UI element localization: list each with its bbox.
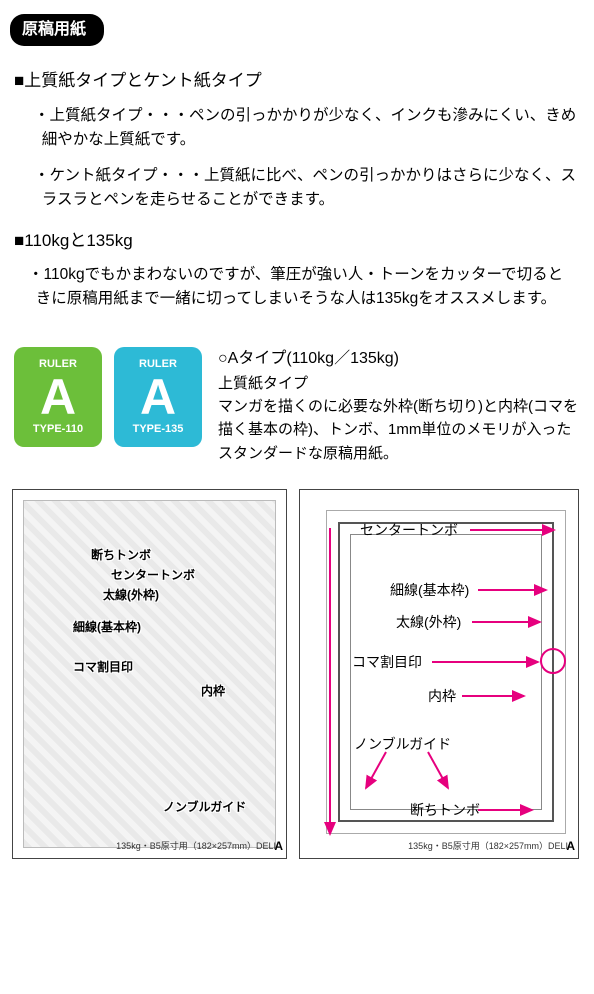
icon-pair: RULER A TYPE-110 RULER A TYPE-135 xyxy=(14,347,202,447)
guide-diagram: センタートンボ 細線(基本枠) 太線(外枠) コマ割目印 内枠 ノンブルガイド … xyxy=(299,489,579,859)
bullet-text: ・110kgでもかまわないのですが、筆圧が強い人・トーンをカッターで切るときに原… xyxy=(28,263,578,311)
diagram-bottom-label: 135kg・B5原寸用（182×257mm）DELI xyxy=(116,840,276,854)
overlay-label: ノンブルガイド xyxy=(163,798,246,816)
icon-bottom-label: TYPE-135 xyxy=(133,424,184,435)
icon-letter: A xyxy=(40,372,76,422)
icon-bottom-label: TYPE-110 xyxy=(33,424,83,435)
ruler-icon-110: RULER A TYPE-110 xyxy=(14,347,102,447)
guide-label: コマ割目印 xyxy=(352,652,422,673)
overlay-label: 太線(外枠) xyxy=(103,586,159,604)
manga-sample-diagram: 断ちトンボ センタートンボ 太線(外枠) 細線(基本枠) コマ割目印 内枠 ノン… xyxy=(12,489,287,859)
overlay-label: コマ割目印 xyxy=(73,658,133,676)
type-description: ○Aタイプ(110kg／135kg) 上質紙タイプ マンガを描くのに必要な外枠(… xyxy=(218,347,580,465)
guide-label: ノンブルガイド xyxy=(354,734,451,755)
overlay-label: 断ちトンボ xyxy=(91,546,151,564)
highlight-circle xyxy=(540,648,566,674)
type-body: マンガを描くのに必要な外枠(断ち切り)と内枠(コマを描く基本の枠)、トンボ、1m… xyxy=(218,395,580,465)
section-2-title: ■110kgと135kg xyxy=(14,228,594,254)
section-1-title: ■上質紙タイプとケント紙タイプ xyxy=(14,68,594,94)
icon-letter: A xyxy=(140,372,176,422)
type-line-1: ○Aタイプ(110kg／135kg) xyxy=(218,347,580,372)
diagram-bottom-label: 135kg・B5原寸用（182×257mm）DELI xyxy=(408,840,568,854)
guide-label: 断ちトンボ xyxy=(410,800,480,821)
ruler-icon-135: RULER A TYPE-135 xyxy=(114,347,202,447)
corner-letter: A xyxy=(274,837,283,855)
bullet-text: ・上質紙タイプ・・・ペンの引っかかりが少なく、インクも滲みにくい、きめ細やかな上… xyxy=(34,104,578,152)
type-icon-row: RULER A TYPE-110 RULER A TYPE-135 ○Aタイプ(… xyxy=(14,347,580,465)
overlay-label: 細線(基本枠) xyxy=(73,618,141,636)
section-1-bullets: ・上質紙タイプ・・・ペンの引っかかりが少なく、インクも滲みにくい、きめ細やかな上… xyxy=(34,104,578,212)
section-2-bullet: ・110kgでもかまわないのですが、筆圧が強い人・トーンをカッターで切るときに原… xyxy=(28,263,578,311)
corner-letter: A xyxy=(566,837,575,855)
overlay-label: 内枠 xyxy=(201,682,225,700)
page-title-badge: 原稿用紙 xyxy=(10,14,104,46)
guide-label: 内枠 xyxy=(428,686,456,707)
type-line-2: 上質紙タイプ xyxy=(218,372,580,395)
diagram-row: 断ちトンボ センタートンボ 太線(外枠) 細線(基本枠) コマ割目印 内枠 ノン… xyxy=(12,489,582,859)
guide-label: センタートンボ xyxy=(360,520,458,541)
guide-label: 太線(外枠) xyxy=(396,612,461,633)
overlay-label: センタートンボ xyxy=(111,566,195,584)
guide-label: 細線(基本枠) xyxy=(390,580,469,601)
bullet-text: ・ケント紙タイプ・・・上質紙に比べ、ペンの引っかかりはさらに少なく、スラスラとペ… xyxy=(34,164,578,212)
